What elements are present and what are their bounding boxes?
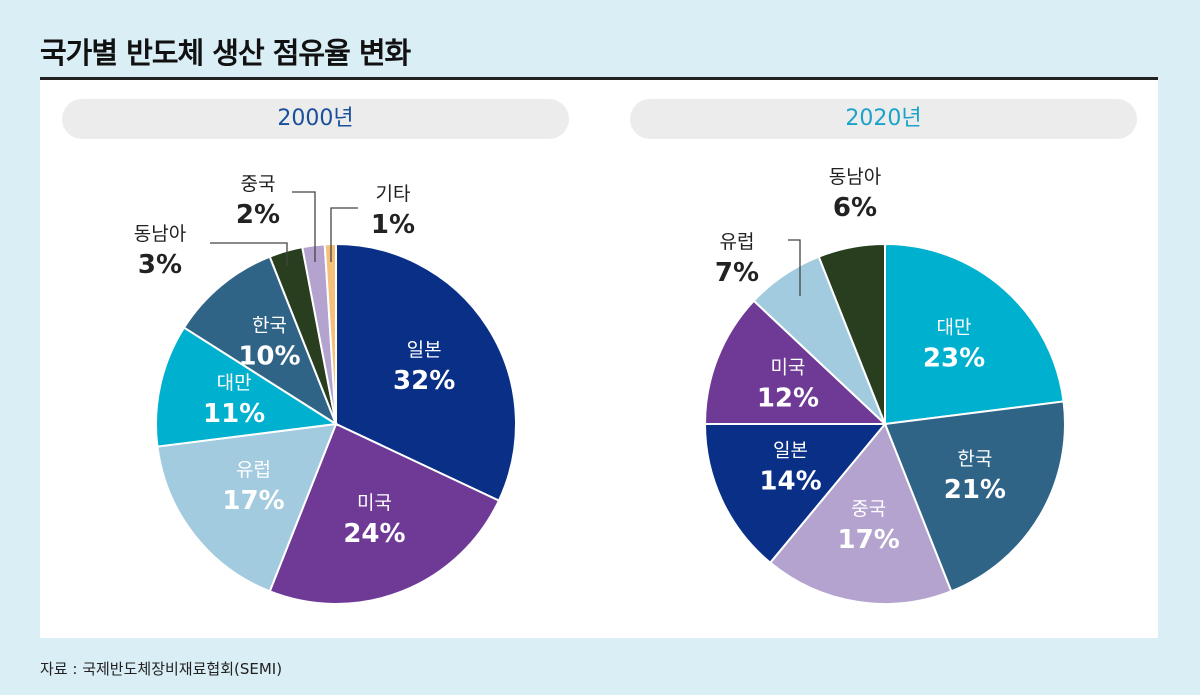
- pie-slice-미국: [268, 422, 501, 605]
- slice-value: 32%: [393, 366, 455, 396]
- slice-value: 17%: [838, 525, 900, 555]
- leader-line: [788, 239, 801, 296]
- slice-value: 7%: [715, 258, 759, 288]
- pie-slice-한국: [883, 400, 1066, 593]
- leader-line: [210, 242, 288, 266]
- slice-label: 유럽: [720, 231, 755, 253]
- leader-line: [292, 191, 316, 262]
- pie-0: 일본 32% 미국 24% 유럽 17% 대만 11% 한국 10% 동남아 3% 중국 2% 기타 1%: [134, 173, 517, 605]
- slice-label: 한국: [252, 315, 287, 337]
- leader-line: [330, 207, 358, 262]
- slice-value: 17%: [222, 486, 284, 516]
- slice-label: 한국: [957, 448, 992, 470]
- slice-value: 23%: [923, 344, 985, 374]
- slice-value: 1%: [371, 210, 415, 240]
- pie-slice-중국: [768, 422, 953, 605]
- source-note: 자료 : 국제반도체장비재료협회(SEMI): [40, 660, 283, 678]
- slice-value: 12%: [757, 384, 819, 414]
- pie-slice-미국: [703, 299, 888, 425]
- slice-label: 미국: [770, 357, 805, 379]
- slice-value: 14%: [759, 466, 821, 496]
- slice-label: 유럽: [236, 459, 271, 481]
- title-rule: [40, 77, 1158, 80]
- pie-slice-대만: [884, 242, 1065, 426]
- slice-label: 중국: [851, 498, 886, 520]
- slice-label: 대만: [217, 372, 252, 394]
- pie-slice-유럽: [156, 422, 338, 593]
- pie-slice-일본: [335, 242, 517, 502]
- chart-title: 국가별 반도체 생산 점유율 변화: [40, 36, 411, 70]
- slice-label: 기타: [376, 183, 411, 205]
- slice-label: 동남아: [134, 223, 186, 245]
- pie-slice-동남아: [817, 242, 886, 425]
- slice-value: 11%: [203, 399, 265, 429]
- slice-value: 6%: [833, 193, 877, 223]
- pie-slice-일본: [703, 423, 888, 565]
- slice-label: 일본: [407, 339, 442, 361]
- slice-value: 2%: [236, 200, 280, 230]
- pie-slice-대만: [155, 326, 339, 448]
- slice-value: 21%: [944, 475, 1006, 505]
- slice-value: 3%: [138, 250, 182, 280]
- pie-title-2020: 2020년: [630, 99, 1137, 139]
- slice-label: 동남아: [829, 166, 881, 188]
- slice-value: 10%: [238, 342, 300, 372]
- slice-label: 대만: [937, 317, 972, 339]
- pie-slice-한국: [182, 255, 339, 427]
- pie-slice-기타: [323, 242, 337, 425]
- pie-1: 대만 23% 한국 21% 중국 17% 일본 14% 미국 12% 유럽 7% 동남아 6%: [703, 166, 1066, 605]
- slice-value: 24%: [343, 519, 405, 549]
- slice-label: 미국: [357, 492, 392, 514]
- slice-label: 중국: [241, 173, 276, 195]
- slice-label: 일본: [773, 439, 808, 461]
- pie-title-2000: 2000년: [62, 99, 569, 139]
